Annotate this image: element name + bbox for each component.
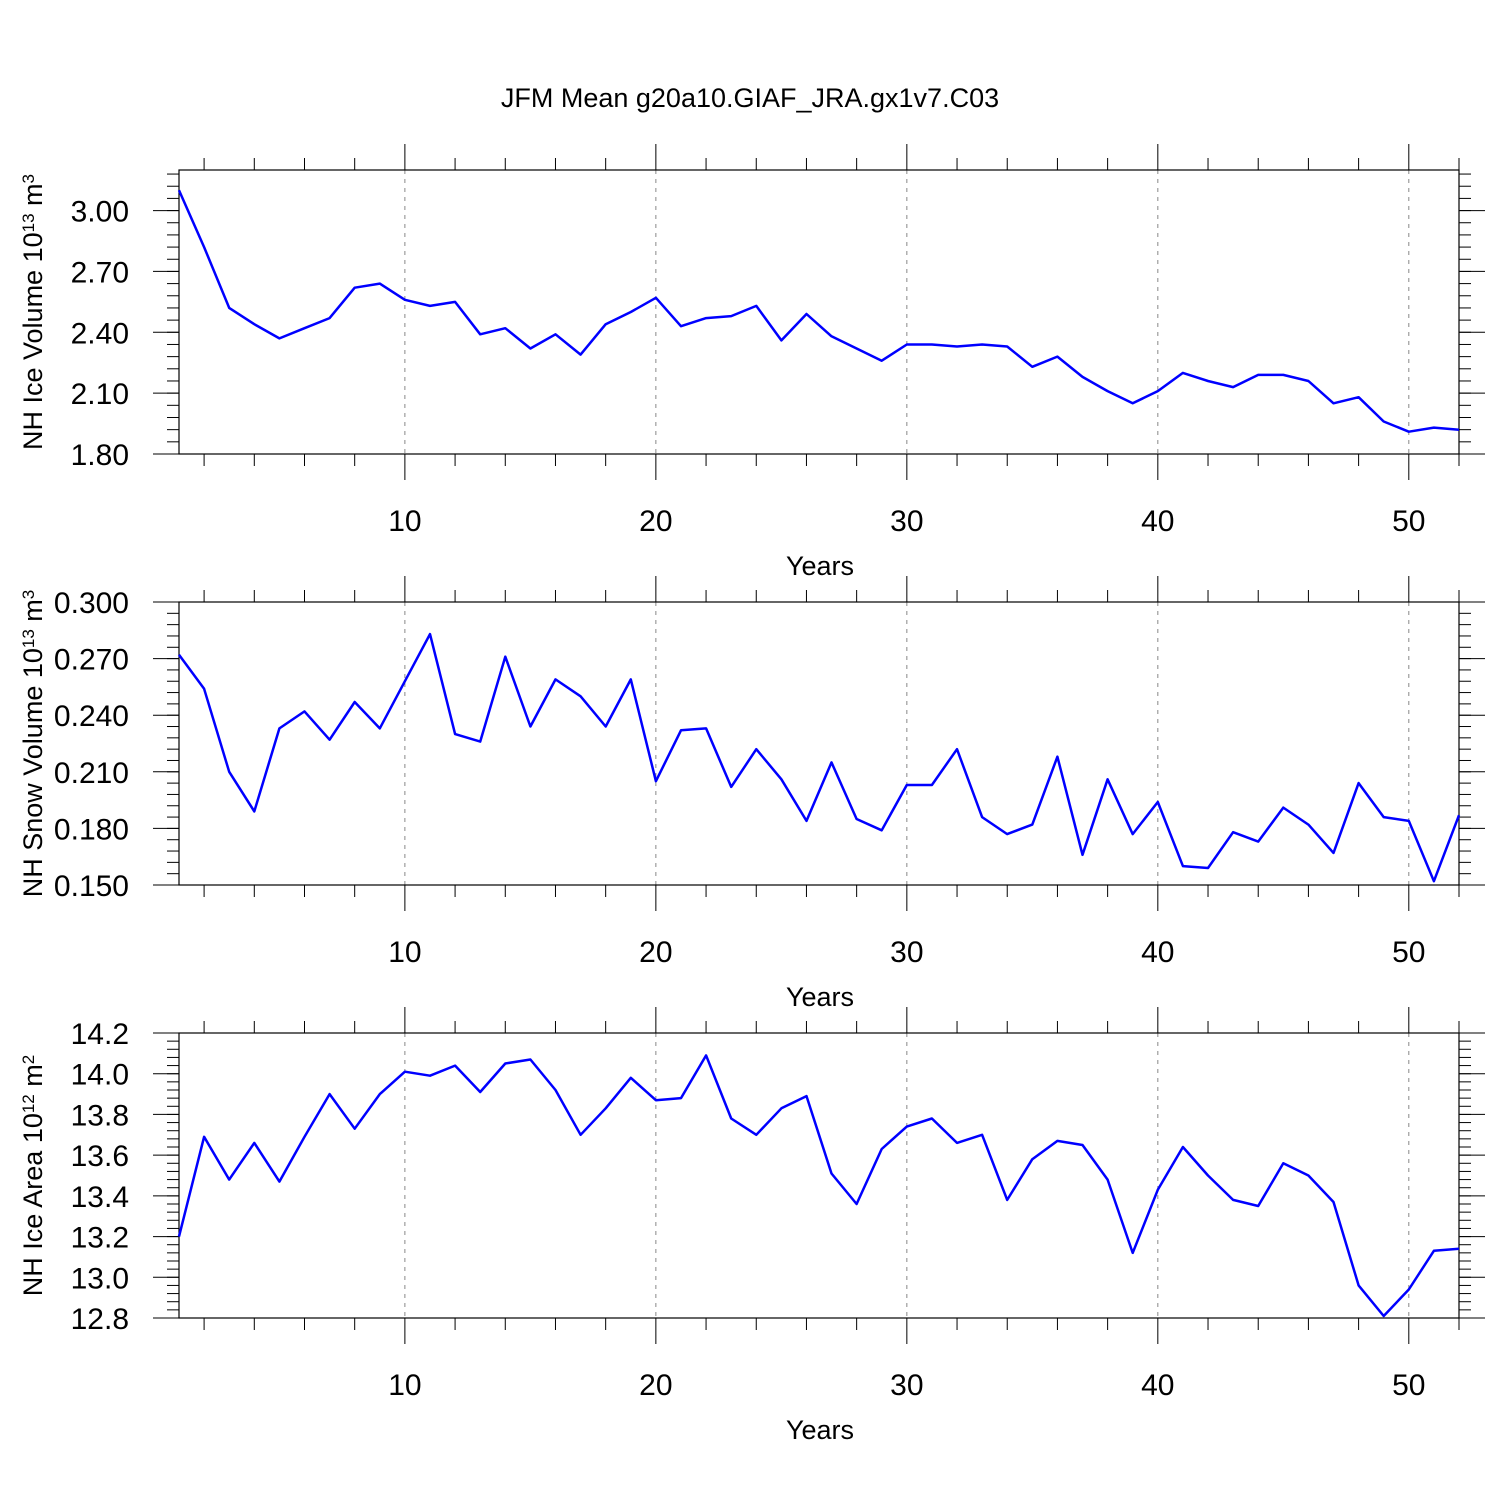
- x-tick-label: 30: [890, 1369, 923, 1402]
- series-line: [177, 1054, 1460, 1318]
- y-axis-label-superscript: 13: [19, 213, 38, 232]
- x-tick-label: 50: [1392, 936, 1425, 969]
- x-tick-label: 30: [890, 505, 923, 538]
- y-tick-label: 0.240: [54, 700, 129, 733]
- x-tick-label: 40: [1141, 1369, 1174, 1402]
- y-tick-label: 14.0: [71, 1059, 129, 1092]
- y-axis-label-text: m: [18, 183, 48, 213]
- y-tick-label: 2.70: [71, 256, 129, 289]
- y-axis-label: NH Ice Area 1012 m2: [18, 1055, 48, 1296]
- y-tick-label: 0.180: [54, 813, 129, 846]
- y-tick-label: 13.0: [71, 1262, 129, 1295]
- y-tick-label: 0.300: [54, 587, 129, 620]
- y-tick-label: 13.2: [71, 1222, 129, 1255]
- x-tick-label: 30: [890, 936, 923, 969]
- y-axis-label-superscript: 3: [19, 174, 38, 183]
- x-tick-label: 10: [388, 1369, 421, 1402]
- plot-frame: [178, 601, 1460, 886]
- y-tick-label: 12.8: [71, 1303, 129, 1336]
- chart-panel-3: 12.8 13.0 13.2 13.4 13.6 13.8 14.0 14.2 10 20 30 40…: [18, 1007, 1485, 1445]
- x-tick-label: 10: [388, 505, 421, 538]
- x-axis-label: Years: [786, 982, 854, 1012]
- series-line: [177, 632, 1461, 883]
- y-tick-label: 2.40: [71, 317, 129, 350]
- x-tick-label: 50: [1392, 1369, 1425, 1402]
- chart-panel-1: 1.80 2.10 2.40 2.70 3.00 10 20 30 40 50 Years NH Ic…: [18, 144, 1485, 581]
- x-tick-label: 10: [388, 936, 421, 969]
- x-tick-label: 40: [1141, 936, 1174, 969]
- y-tick-label: 3.00: [71, 196, 129, 229]
- chart-panel-2: 0.150 0.180 0.210 0.240 0.270 0.300 10 20 30 40 50…: [18, 576, 1485, 1012]
- figure-title: JFM Mean g20a10.GIAF_JRA.gx1v7.C03: [501, 83, 999, 113]
- plot-frame: [178, 169, 1460, 455]
- y-axis-label-text: NH Ice Area 10: [18, 1113, 48, 1296]
- x-tick-label: 50: [1392, 505, 1425, 538]
- y-tick-label: 13.8: [71, 1099, 129, 1132]
- y-axis-label-superscript: 12: [19, 1094, 38, 1113]
- series-line: [177, 189, 1460, 433]
- y-tick-label: 2.10: [71, 378, 129, 411]
- y-tick-label: 0.270: [54, 644, 129, 677]
- y-axis-label: NH Snow Volume 1013 m3: [18, 590, 48, 898]
- y-tick-label: 0.150: [54, 870, 129, 903]
- y-tick-label: 14.2: [71, 1018, 129, 1051]
- y-axis-label-superscript: 2: [19, 1055, 38, 1064]
- y-axis-label-text: m: [18, 1064, 48, 1094]
- x-tick-label: 40: [1141, 505, 1174, 538]
- y-tick-label: 13.6: [71, 1140, 129, 1173]
- y-axis-label-superscript: 13: [19, 629, 38, 648]
- y-tick-label: 13.4: [71, 1181, 129, 1214]
- panels: 1.80 2.10 2.40 2.70 3.00 10 20 30 40 50 Years NH Ic…: [18, 144, 1485, 1445]
- y-tick-label: 0.210: [54, 757, 129, 790]
- y-axis-label-text: NH Snow Volume 10: [18, 648, 48, 897]
- x-tick-label: 20: [639, 936, 672, 969]
- plot-frame: [178, 1032, 1460, 1319]
- x-tick-label: 20: [639, 505, 672, 538]
- y-axis-label-superscript: 3: [19, 590, 38, 599]
- y-axis-label-text: NH Ice Volume 10: [18, 232, 48, 450]
- y-tick-label: 1.80: [71, 439, 129, 472]
- x-axis-label: Years: [786, 1415, 854, 1445]
- x-tick-label: 20: [639, 1369, 672, 1402]
- y-axis-label: NH Ice Volume 1013 m3: [18, 174, 48, 450]
- y-axis-label-text: m: [18, 599, 48, 629]
- x-axis-label: Years: [786, 551, 854, 581]
